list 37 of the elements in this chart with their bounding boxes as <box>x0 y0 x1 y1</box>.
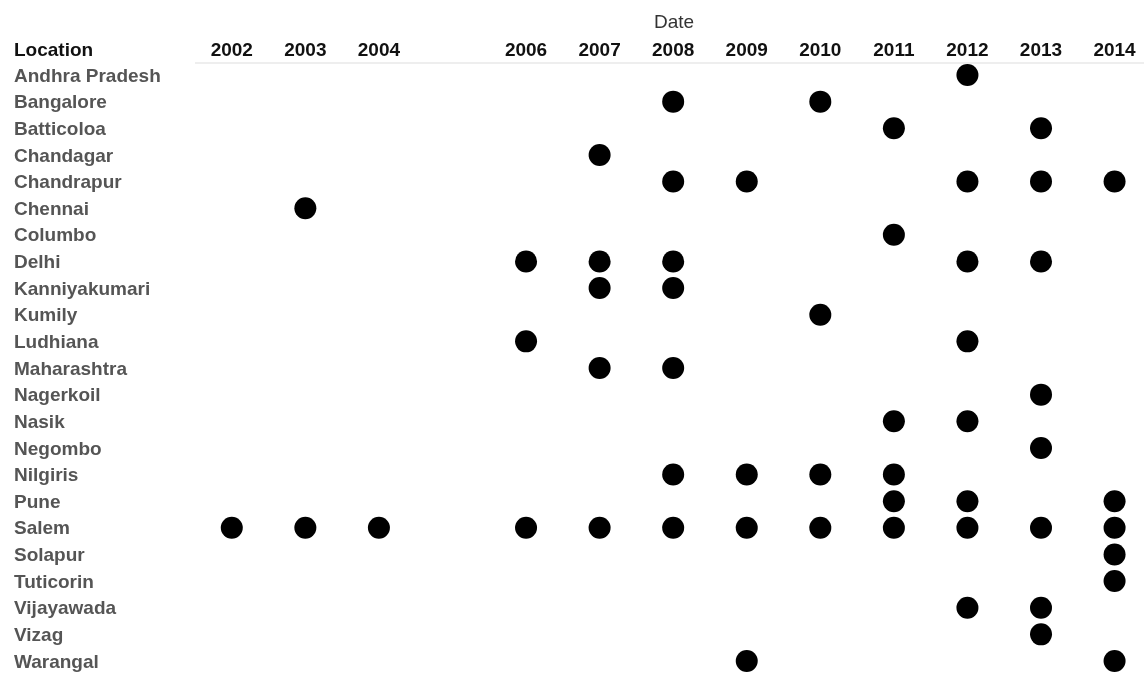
x-tick-label: 2010 <box>799 39 842 60</box>
x-tick-label: 2006 <box>504 39 548 60</box>
y-tick-label: Chennai <box>14 197 89 219</box>
y-tick-label: Bangalore <box>14 91 107 113</box>
y-tick-label: Negombo <box>14 437 102 459</box>
x-tick-label: 2014 <box>1093 39 1137 60</box>
y-tick-label: Maharashtra <box>14 357 128 379</box>
x-tick-label: 2009 <box>725 39 768 60</box>
x-tick-label: 2004 <box>357 39 401 60</box>
y-tick-label: Chandrapur <box>14 171 123 193</box>
y-tick-label: Andhra Pradesh <box>14 64 161 86</box>
y-tick-label: Nasik <box>14 410 66 432</box>
x-tick-label: 2003 <box>284 39 327 60</box>
y-tick-label: Solapur <box>14 544 86 566</box>
y-tick-label: Kanniyakumari <box>14 277 151 299</box>
y-tick-label: Kumily <box>14 304 78 326</box>
x-tick-label: 2002 <box>210 39 253 60</box>
y-tick-label: Chandagar <box>14 144 114 166</box>
y-tick-label: Ludhiana <box>14 331 99 353</box>
x-tick-label: 2008 <box>652 39 695 60</box>
y-tick-label: Warangal <box>14 650 99 672</box>
y-tick-label: Nilgiris <box>14 464 79 486</box>
y-tick-label: Vijayawada <box>14 597 117 619</box>
y-tick-label: Tuticorin <box>14 570 94 592</box>
x-axis-title: Date <box>653 11 695 32</box>
y-tick-label: Salem <box>14 517 70 539</box>
y-tick-label: Delhi <box>14 251 61 273</box>
y-tick-label: Batticoloa <box>14 117 107 139</box>
y-tick-label: Columbo <box>14 224 97 246</box>
x-tick-label: 2007 <box>578 39 621 60</box>
y-tick-label: Vizag <box>14 624 64 646</box>
x-tick-label: 2012 <box>946 39 989 60</box>
y-axis-title: Location <box>14 39 94 60</box>
y-tick-label: Pune <box>14 490 61 512</box>
x-tick-label: 2011 <box>873 39 915 60</box>
y-tick-label: Nagerkoil <box>14 384 101 406</box>
x-tick-label: 2013 <box>1019 39 1063 60</box>
